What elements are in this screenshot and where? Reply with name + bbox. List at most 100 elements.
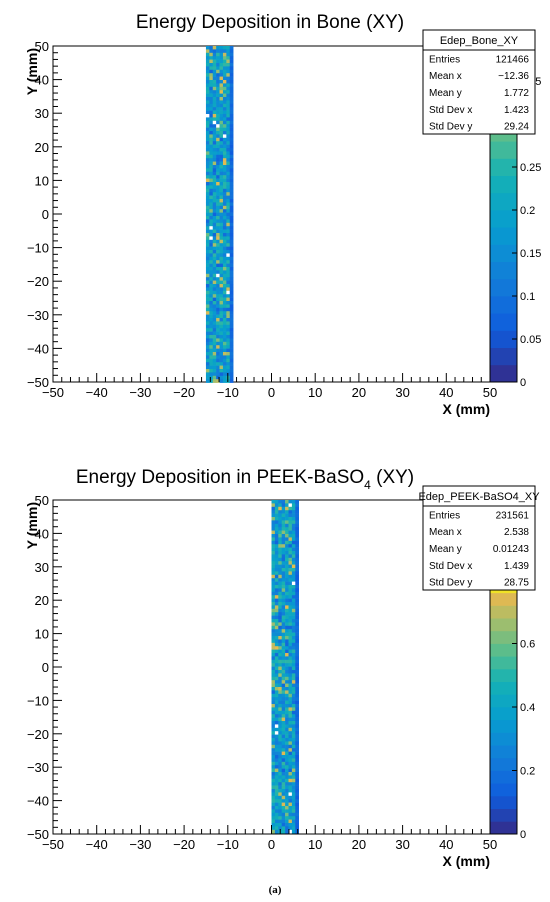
heatmap-cell xyxy=(288,591,293,596)
heatmap-cell xyxy=(229,151,234,156)
heatmap-cell xyxy=(274,751,279,756)
heatmap-cell xyxy=(291,768,296,773)
heatmap-cell xyxy=(291,823,296,827)
heatmap-cell xyxy=(226,195,231,200)
y-tick-label: 20 xyxy=(35,593,49,608)
heatmap-cell xyxy=(209,202,214,207)
heatmap-cell xyxy=(288,792,293,797)
heatmap-cell xyxy=(226,59,231,64)
heatmap-cell xyxy=(222,345,227,349)
heatmap-cell xyxy=(288,802,293,807)
heatmap-cell xyxy=(219,355,224,360)
heatmap-cell xyxy=(281,772,286,776)
heatmap-cell xyxy=(222,127,227,132)
heatmap-cell xyxy=(271,574,276,579)
heatmap-cell xyxy=(216,328,220,332)
heatmap-cell xyxy=(205,358,210,363)
heatmap-cell xyxy=(212,297,217,302)
heatmap-cell xyxy=(226,335,231,339)
heatmap-cell xyxy=(229,117,234,122)
heatmap-cell xyxy=(229,318,234,322)
heatmap-cell xyxy=(229,93,234,98)
heatmap-cell xyxy=(219,107,224,111)
heatmap-cell xyxy=(212,246,217,251)
heatmap-cell xyxy=(285,564,289,569)
heatmap-cell xyxy=(209,69,214,74)
heatmap-cell xyxy=(274,574,279,579)
heatmap-cell xyxy=(229,246,234,251)
heatmap-cell xyxy=(278,500,282,504)
heatmap-cell xyxy=(226,83,231,88)
heatmap-cell xyxy=(219,239,224,244)
heatmap-cell xyxy=(271,602,276,606)
heatmap-cell xyxy=(291,639,296,644)
heatmap-cell xyxy=(271,738,276,742)
color-scale-segment xyxy=(490,158,517,176)
heatmap-cell xyxy=(281,806,286,810)
heatmap-cell xyxy=(212,120,217,125)
heatmap-cell xyxy=(295,765,299,769)
heatmap-cell xyxy=(271,649,276,654)
heatmap-cell xyxy=(212,379,217,383)
heatmap-cell xyxy=(274,608,279,613)
heatmap-cell xyxy=(226,185,231,190)
heatmap-cell xyxy=(278,755,282,759)
heatmap-cell xyxy=(281,768,286,773)
color-scale-segment xyxy=(490,821,517,835)
heatmap-cell xyxy=(271,632,276,637)
heatmap-cell xyxy=(205,127,210,132)
heatmap-cell xyxy=(219,188,224,193)
heatmap-cell xyxy=(216,338,220,343)
heatmap-cell xyxy=(222,93,227,98)
heatmap-cell xyxy=(209,250,214,254)
heatmap-cell xyxy=(281,649,286,654)
heatmap-cell xyxy=(226,233,231,237)
heatmap-cell xyxy=(212,335,217,339)
heatmap-cell xyxy=(278,683,282,688)
heatmap-cell xyxy=(222,379,227,383)
heatmap-cell xyxy=(209,90,214,94)
heatmap-cell xyxy=(212,137,217,142)
stats-box-frame xyxy=(422,485,536,591)
color-scale-label: 0 xyxy=(520,829,526,841)
heatmap-cell xyxy=(274,564,279,569)
heatmap-cell xyxy=(226,219,231,224)
heatmap-cell xyxy=(205,144,210,149)
stats-row-label: Entries xyxy=(429,510,460,521)
heatmap-cell xyxy=(222,76,227,81)
heatmap-cell xyxy=(285,619,289,623)
heatmap-cell xyxy=(278,632,282,637)
heatmap-cell xyxy=(281,738,286,742)
heatmap-cell xyxy=(274,697,279,701)
x-axis-label: X (mm) xyxy=(443,401,490,417)
heatmap-cell xyxy=(278,785,282,790)
heatmap-cell xyxy=(295,571,299,576)
heatmap-cell xyxy=(216,226,220,230)
heatmap-cell xyxy=(285,591,289,596)
heatmap-cell xyxy=(216,301,220,305)
heatmap-cell xyxy=(281,608,286,613)
heatmap-cell xyxy=(219,63,224,67)
heatmap-cell xyxy=(212,277,217,281)
heatmap-cell xyxy=(229,297,234,302)
heatmap-cell xyxy=(226,290,231,295)
heatmap-cell xyxy=(274,540,279,545)
heatmap-cell xyxy=(288,687,293,691)
heatmap-cell xyxy=(209,137,214,142)
heatmap-cell xyxy=(288,826,293,831)
heatmap-cell xyxy=(295,755,299,759)
heatmap-cell xyxy=(226,110,231,115)
heatmap-cell xyxy=(219,117,224,122)
heatmap-cell xyxy=(229,185,234,190)
heatmap-cell xyxy=(229,168,234,173)
heatmap-cell xyxy=(229,73,234,77)
heatmap-cell xyxy=(216,107,220,111)
heatmap-cell xyxy=(271,544,276,548)
heatmap-cell xyxy=(281,741,286,746)
heatmap-cell xyxy=(285,812,289,817)
heatmap-cell xyxy=(222,294,227,298)
heatmap-cell xyxy=(295,649,299,654)
heatmap-cell xyxy=(222,239,227,244)
